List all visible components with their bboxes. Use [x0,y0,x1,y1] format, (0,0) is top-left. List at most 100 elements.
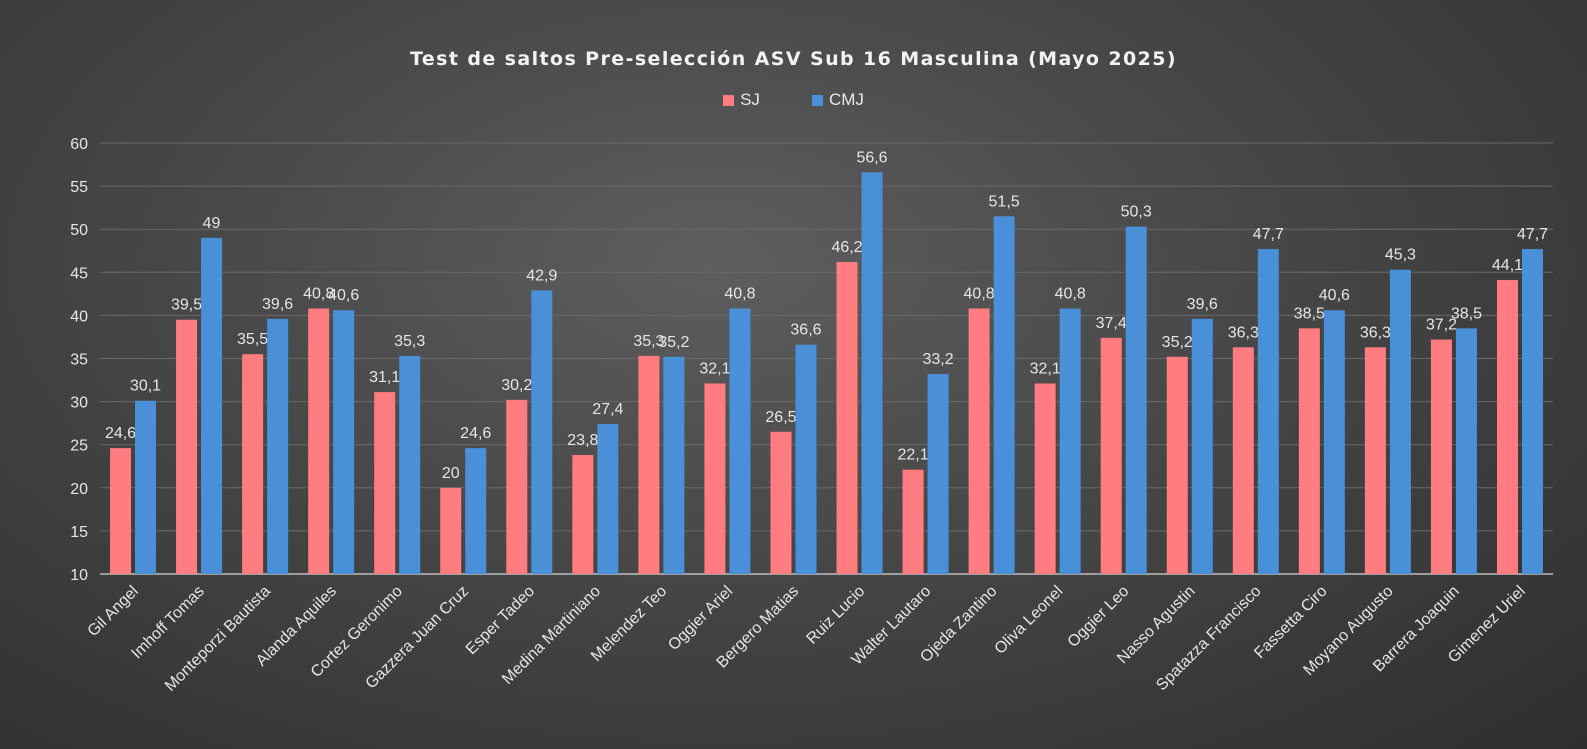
data-label-cmj: 33,2 [922,351,953,368]
y-tick-label: 25 [70,438,88,455]
y-tick-label: 30 [70,395,88,412]
data-label-sj: 38,5 [1294,305,1325,322]
bar-sj [440,487,462,574]
data-label-sj: 37,2 [1426,317,1457,334]
data-label-cmj: 47,7 [1253,226,1284,243]
bar-cmj [861,172,883,575]
bar-sj [110,448,132,574]
bar-sj [638,355,660,574]
data-label-sj: 24,6 [105,425,136,442]
bar-cmj [1191,318,1213,574]
y-tick-label: 20 [70,481,88,498]
data-label-cmj: 27,4 [592,401,623,418]
bar-sj [836,261,858,574]
bar-sj [572,455,594,574]
bar-sj [1232,347,1254,574]
data-label-sj: 30,2 [501,377,532,394]
bar-cmj [1455,328,1477,574]
bar-sj [1166,356,1188,574]
data-label-sj: 35,5 [237,331,268,348]
y-tick-label: 10 [70,567,88,584]
y-tick-label: 15 [70,524,88,541]
bar-sj [902,469,924,574]
chart-title: Test de saltos Pre-selección ASV Sub 16 … [410,48,1177,70]
data-label-sj: 32,1 [1030,360,1061,377]
x-tick-label: Oliva Leonel [992,583,1067,658]
bar-sj [968,308,990,574]
bar-sj [374,392,396,574]
y-tick-label: 55 [70,179,88,196]
legend-label-cmj: CMJ [828,90,864,109]
bar-cmj [465,448,487,574]
bar-cmj [1521,249,1543,574]
data-label-sj: 35,2 [1162,334,1193,351]
data-label-cmj: 39,6 [1187,296,1218,313]
bar-cmj [993,216,1015,574]
bar-cmj [927,374,949,574]
bar-cmj [1125,226,1147,574]
legend-item-cmj: CMJ [811,90,864,110]
data-label-sj: 26,5 [765,409,796,426]
bar-cmj [1257,249,1279,574]
bar-sj [770,431,792,574]
data-label-cmj: 24,6 [460,425,491,442]
bar-sj [1298,328,1320,574]
data-label-sj: 37,4 [1096,315,1127,332]
y-tick-label: 50 [70,222,88,239]
data-label-cmj: 40,6 [328,287,359,304]
x-tick-label: Oggier Ariel [665,583,736,654]
data-label-sj: 22,1 [897,447,928,464]
bar-cmj [729,308,751,574]
bar-sj [176,319,198,574]
bar-cmj [795,344,817,574]
data-label-sj: 35,3 [633,333,664,350]
data-label-cmj: 56,6 [856,149,887,166]
data-label-cmj: 36,6 [790,322,821,339]
chart-legend: SJ CMJ [0,90,1587,110]
legend-item-sj: SJ [723,90,760,110]
data-label-cmj: 47,7 [1517,226,1548,243]
y-tick-label: 60 [70,136,88,153]
bar-sj [1496,280,1518,574]
data-label-cmj: 39,6 [262,296,293,313]
data-label-sj: 20 [442,465,460,482]
bar-cmj [663,356,685,574]
data-label-cmj: 50,3 [1121,204,1152,221]
data-label-sj: 36,3 [1360,324,1391,341]
data-label-sj: 39,5 [171,297,202,314]
legend-label-sj: SJ [740,90,760,109]
bar-cmj [1389,269,1411,574]
bar-cmj [201,237,223,574]
legend-swatch-sj [723,94,735,106]
data-label-cmj: 38,5 [1451,305,1482,322]
bar-cmj [267,318,289,574]
bar-cmj [135,400,157,574]
y-tick-label: 35 [70,352,88,369]
data-label-cmj: 35,2 [658,334,689,351]
bar-cmj [333,310,355,574]
bar-sj [308,308,330,574]
data-label-cmj: 40,6 [1319,287,1350,304]
legend-swatch-cmj [811,94,823,106]
data-label-sj: 36,3 [1228,324,1259,341]
data-label-cmj: 35,3 [394,333,425,350]
bar-sj [1430,339,1452,574]
data-label-sj: 44,1 [1492,257,1523,274]
bar-cmj [597,424,619,574]
data-label-cmj: 40,8 [1055,286,1086,303]
bar-cmj [1059,308,1081,574]
data-label-cmj: 51,5 [989,193,1020,210]
data-label-sj: 23,8 [567,432,598,449]
x-tick-label: Ruiz Lucio [804,583,869,648]
data-label-cmj: 42,9 [526,267,557,284]
x-tick-label: Gil Angel [85,583,142,640]
bar-sj [704,383,726,574]
bar-sj [506,399,528,574]
x-tick-label: Oggier Leo [1065,583,1133,651]
y-tick-label: 45 [70,265,88,282]
bar-cmj [1323,310,1345,574]
data-label-sj: 40,8 [964,286,995,303]
data-label-cmj: 40,8 [724,286,755,303]
bar-sj [242,354,264,574]
